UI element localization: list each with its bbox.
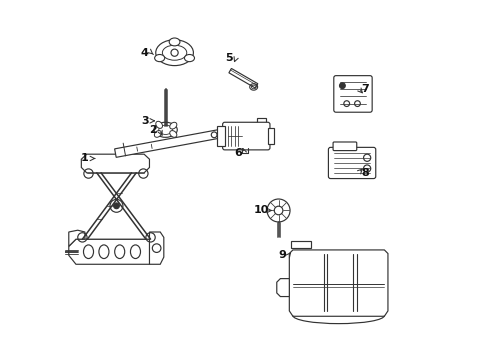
Text: 3: 3 — [141, 116, 148, 126]
Text: 8: 8 — [360, 168, 368, 178]
Ellipse shape — [154, 131, 161, 137]
Text: 6: 6 — [234, 148, 242, 158]
Polygon shape — [289, 250, 387, 316]
Circle shape — [113, 203, 119, 209]
Polygon shape — [267, 128, 274, 144]
Polygon shape — [69, 239, 156, 264]
Ellipse shape — [155, 40, 193, 66]
Ellipse shape — [169, 122, 177, 129]
Polygon shape — [276, 279, 289, 297]
Ellipse shape — [169, 38, 180, 46]
Text: 4: 4 — [141, 48, 148, 58]
Polygon shape — [228, 68, 257, 88]
Text: 2: 2 — [149, 125, 157, 135]
FancyBboxPatch shape — [332, 142, 356, 150]
Polygon shape — [290, 241, 310, 248]
Circle shape — [339, 83, 345, 89]
Ellipse shape — [154, 122, 177, 137]
Text: 10: 10 — [253, 206, 269, 216]
Text: 1: 1 — [81, 153, 89, 163]
Polygon shape — [217, 126, 225, 146]
Ellipse shape — [154, 54, 164, 62]
Ellipse shape — [184, 54, 194, 62]
Ellipse shape — [169, 131, 177, 137]
Ellipse shape — [156, 121, 162, 129]
FancyBboxPatch shape — [328, 147, 375, 179]
Text: 5: 5 — [225, 53, 233, 63]
Text: 9: 9 — [278, 250, 285, 260]
Polygon shape — [257, 118, 265, 130]
Polygon shape — [69, 230, 85, 246]
FancyBboxPatch shape — [333, 76, 371, 112]
FancyBboxPatch shape — [222, 122, 269, 150]
Text: 7: 7 — [360, 84, 368, 94]
Polygon shape — [149, 232, 163, 264]
Polygon shape — [114, 122, 261, 157]
Polygon shape — [81, 154, 149, 173]
